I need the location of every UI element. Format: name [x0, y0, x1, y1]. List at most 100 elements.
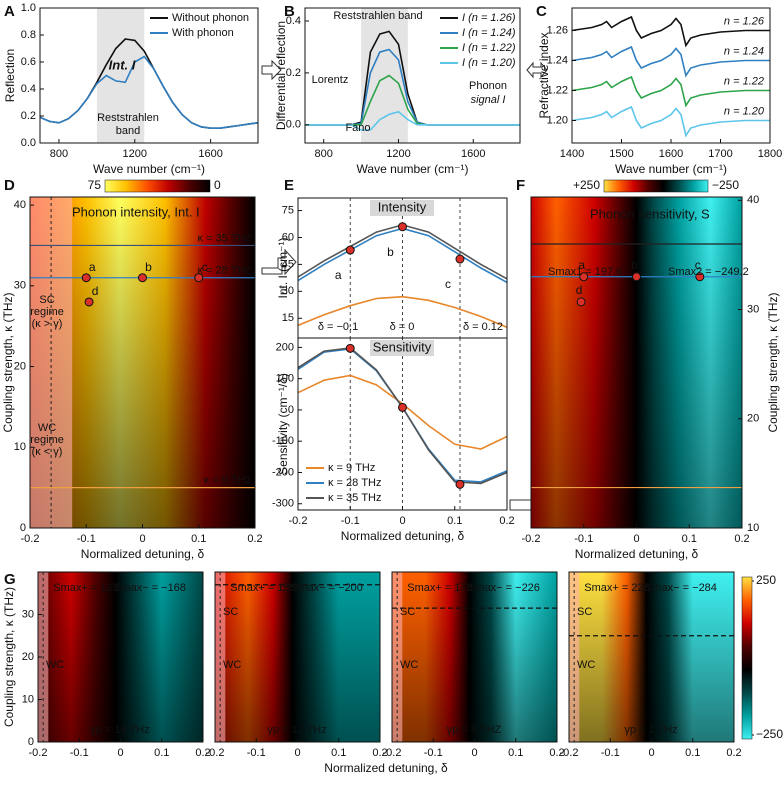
x-tick-label: 0.2 [247, 533, 262, 545]
x-tick-label: 0.2 [372, 747, 387, 759]
x-tick-label: 1400 [560, 148, 584, 160]
line [571, 45, 770, 78]
x-axis-label: Normalized detuning, δ [341, 529, 465, 543]
point-label: a [89, 260, 96, 274]
x-tick-label: 1200 [123, 148, 147, 160]
x-tick-label: 0 [294, 747, 300, 759]
y-tick-label: 75 [282, 204, 294, 216]
y-tick-label: 200 [276, 341, 294, 353]
x-tick-label: 0 [648, 747, 654, 759]
panel-arrows [261, 59, 561, 511]
y-tick-label: 10 [747, 522, 759, 534]
curve-label: n = 1.22 [724, 75, 764, 87]
y-tick-label: 30 [282, 285, 294, 297]
plot-frame [39, 7, 259, 144]
y-tick-label: 40 [14, 199, 26, 211]
annotation: Smax+ = 129 [53, 582, 118, 594]
point-label: c [445, 277, 451, 291]
x-tick-label: -0.1 [70, 747, 89, 759]
x-tick-label: 0.1 [331, 747, 346, 759]
x-axis-label: Wave number (cm⁻¹) [93, 162, 205, 176]
annotation: WC [38, 422, 56, 434]
y-tick-label: 20 [22, 651, 34, 663]
colorbar-label: −250 [756, 727, 783, 741]
point-label: b [145, 260, 152, 274]
point-label: c [695, 258, 701, 272]
panel-letter: B [284, 3, 295, 20]
legend-label: With phonon [172, 27, 234, 39]
annotation: δ = 0 [390, 321, 415, 333]
point [138, 273, 147, 283]
annotation: Smax+ = 178 [407, 582, 472, 594]
x-axis-label: Normalized detuning, δ [324, 761, 448, 775]
annotation: γp = 12 THz [267, 724, 326, 736]
annotation: Smax− = −168 [114, 582, 186, 594]
annotation: Smax− = −226 [468, 582, 540, 594]
colorbar [603, 179, 709, 193]
y-tick-label: 0.0 [286, 119, 301, 131]
x-tick-label: -0.2 [383, 747, 402, 759]
point [398, 402, 407, 412]
x-tick-label: 1200 [386, 148, 410, 160]
point [398, 222, 407, 232]
y-tick-label: 1.24 [547, 54, 568, 66]
x-tick-label: 1500 [609, 148, 633, 160]
panel-letter: E [284, 177, 294, 194]
y-tick-label: 0.2 [286, 67, 301, 79]
legend-label: I (n = 1.24) [462, 27, 516, 39]
arrow [526, 61, 548, 79]
y-tick-label: 20 [747, 413, 759, 425]
heatmap-shade [392, 572, 557, 742]
y-axis-label: Reflection [3, 49, 17, 102]
annotation: Smax− = −284 [645, 582, 717, 594]
kappa-label: κ = 9 THz [204, 475, 251, 487]
y-tick-label: 0.6 [21, 56, 36, 68]
y-tick-label: 100 [276, 373, 294, 385]
x-axis-label: Normalized detuning, δ [575, 547, 699, 561]
annotation: SC [223, 606, 238, 618]
point [576, 297, 586, 307]
line [571, 15, 770, 48]
colorbar-label: −250 [712, 178, 739, 192]
x-axis-label: Normalized detuning, δ [81, 547, 205, 561]
y-tick-label: 0.4 [286, 15, 301, 27]
plot-frame [297, 337, 508, 511]
y-tick-label: 10 [22, 693, 34, 705]
subplot-title: Phonon intensity, Int. I [72, 204, 200, 219]
annotation: SC [39, 294, 54, 306]
legend-label: Without phonon [172, 12, 249, 24]
y-tick-label: 1.22 [547, 84, 568, 96]
y-axis-label: Int. I (cm⁻¹) [276, 238, 290, 299]
subplot-title: Intensity [378, 199, 427, 214]
y-tick-label: 0.0 [21, 137, 36, 149]
x-tick-label: -0.1 [424, 747, 443, 759]
annotation: Smax2 = −249.2 [668, 266, 749, 278]
panel-letter: C [536, 3, 547, 20]
annotation: band [116, 125, 140, 137]
point [345, 343, 355, 353]
plot-frame [391, 571, 558, 743]
x-tick-label: -0.2 [522, 533, 541, 545]
point-label: d [92, 284, 99, 298]
y-tick-label: 0.4 [21, 83, 36, 95]
annotation: Smax+ = 156 [230, 582, 295, 594]
annotation: (κ > γ) [32, 318, 63, 330]
colorbar [741, 576, 753, 740]
x-tick-label: 1600 [198, 148, 222, 160]
x-tick-label: 0 [117, 747, 123, 759]
point [695, 272, 705, 282]
annotation: SC [400, 606, 415, 618]
annotation: γp = 1 THz [624, 724, 677, 736]
x-tick-label: 0 [633, 533, 639, 545]
heatmap-shade [531, 197, 742, 528]
annotation: Reststrahlen [97, 112, 159, 124]
annotation: Reststrahlen band [333, 10, 422, 22]
y-tick-label: 0.2 [21, 110, 36, 122]
band [96, 8, 145, 143]
point [632, 272, 641, 282]
y-tick-label: 30 [747, 303, 759, 315]
colorbar-label: 75 [88, 178, 102, 192]
annotation: Lorentz [312, 74, 349, 86]
y-axis-label: Sensitivity (cm⁻¹/δ) [276, 373, 290, 475]
y-tick-label: 60 [282, 231, 294, 243]
